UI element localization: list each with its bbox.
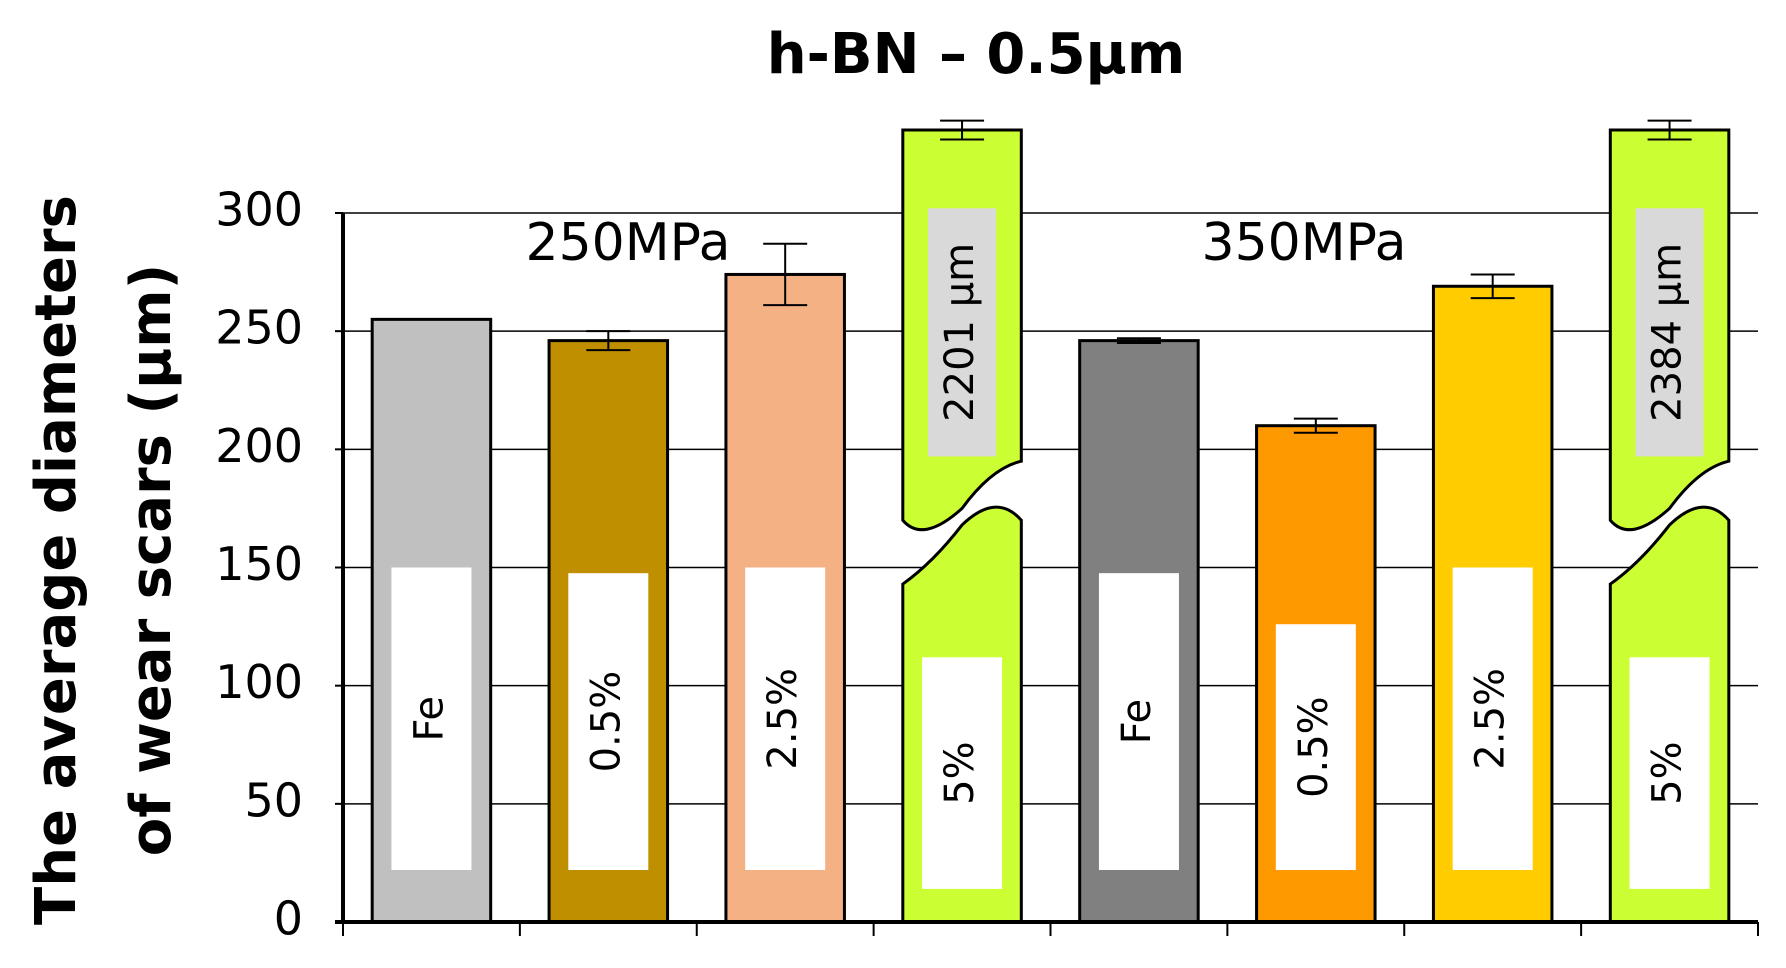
category-label: 5% [937, 741, 983, 804]
category-label: 2.5% [1468, 668, 1514, 770]
value-label-box [928, 208, 997, 457]
category-label: 0.5% [1291, 696, 1337, 798]
category-label-box [1275, 624, 1356, 871]
group-label: 350MPa [1201, 213, 1406, 273]
group-label: 250MPa [525, 213, 730, 273]
y-axis-label: of wear scars (μm) [119, 264, 184, 856]
category-label-box [922, 657, 1003, 889]
y-tick-label: 150 [215, 537, 303, 591]
y-tick-label: 250 [215, 301, 303, 355]
category-label: 0.5% [583, 671, 629, 773]
chart-title: h-BN – 0.5μm [767, 22, 1185, 87]
y-tick-label: 0 [274, 892, 303, 946]
category-label-box [1452, 567, 1533, 871]
category-label-box [1629, 657, 1710, 889]
category-label-box [745, 567, 826, 871]
value-label: 2201 μm [937, 243, 983, 422]
y-tick-label: 50 [244, 773, 303, 827]
category-label-box [568, 573, 649, 871]
category-label: 5% [1645, 741, 1691, 804]
category-label-box [391, 567, 472, 871]
y-tick-label: 100 [215, 655, 303, 709]
value-label: 2384 μm [1645, 243, 1691, 422]
y-axis-label: The average diameters [24, 195, 89, 925]
category-label: 2.5% [760, 668, 806, 770]
category-label: Fe [1114, 699, 1160, 744]
category-label: Fe [406, 696, 452, 741]
value-label-box [1635, 208, 1704, 457]
category-label-box [1098, 573, 1179, 871]
y-tick-label: 200 [215, 419, 303, 473]
y-tick-label: 300 [215, 183, 303, 237]
